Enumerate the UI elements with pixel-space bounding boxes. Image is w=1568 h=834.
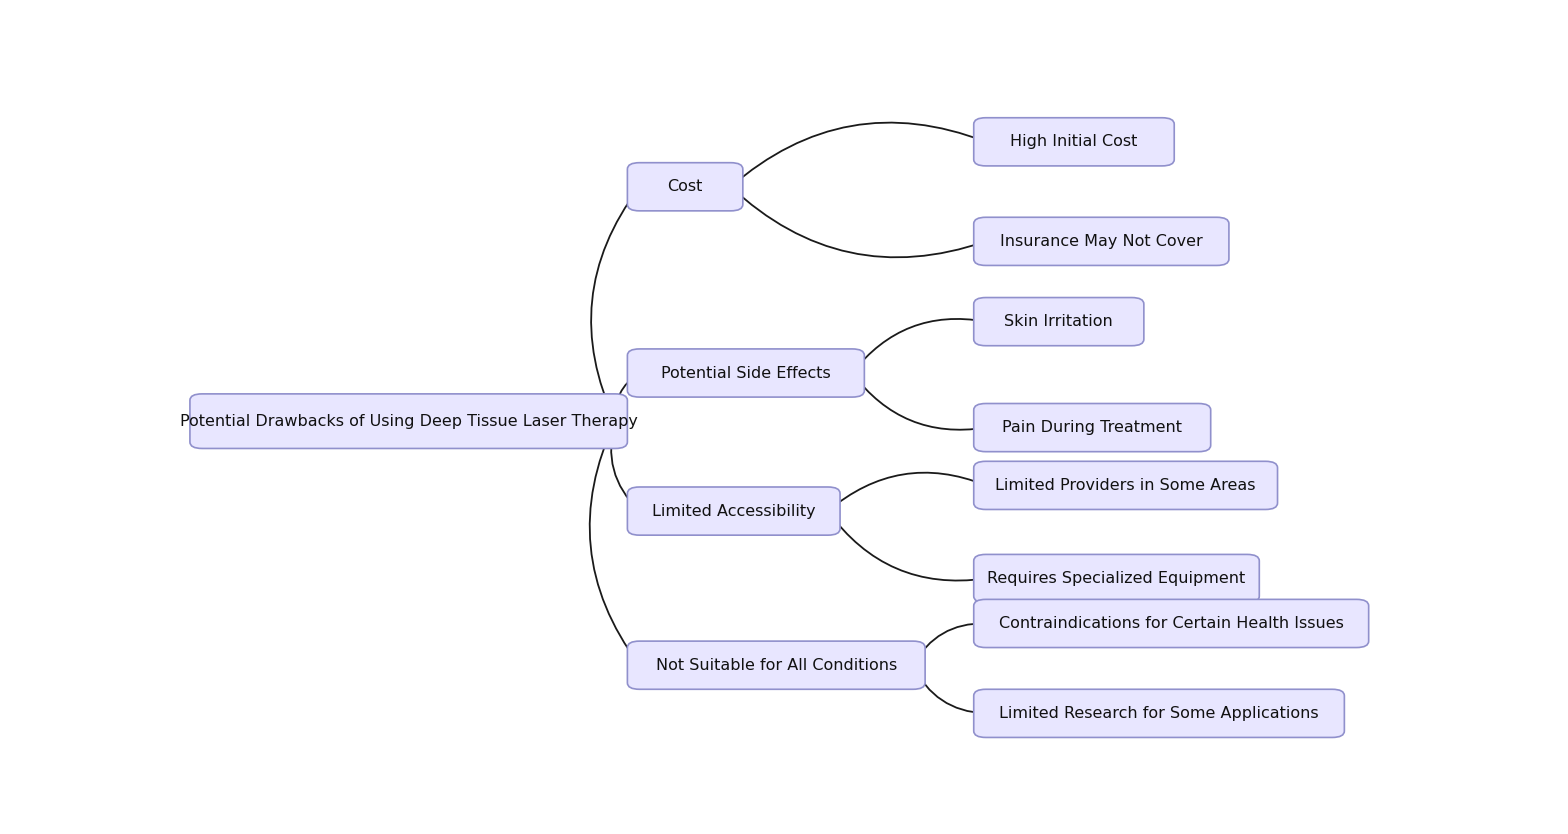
Text: Limited Accessibility: Limited Accessibility — [652, 504, 815, 519]
Text: Not Suitable for All Conditions: Not Suitable for All Conditions — [655, 658, 897, 673]
Text: Limited Providers in Some Areas: Limited Providers in Some Areas — [996, 478, 1256, 493]
Text: High Initial Cost: High Initial Cost — [1010, 134, 1138, 149]
Text: Pain During Treatment: Pain During Treatment — [1002, 420, 1182, 435]
Text: Contraindications for Certain Health Issues: Contraindications for Certain Health Iss… — [999, 616, 1344, 631]
FancyBboxPatch shape — [974, 118, 1174, 166]
Text: Requires Specialized Equipment: Requires Specialized Equipment — [988, 571, 1245, 586]
Text: Limited Research for Some Applications: Limited Research for Some Applications — [999, 706, 1319, 721]
FancyBboxPatch shape — [974, 461, 1278, 510]
FancyBboxPatch shape — [974, 404, 1210, 452]
FancyBboxPatch shape — [627, 641, 925, 689]
FancyBboxPatch shape — [974, 689, 1344, 737]
FancyBboxPatch shape — [627, 487, 840, 535]
Text: Skin Irritation: Skin Irritation — [1005, 314, 1113, 329]
Text: Potential Side Effects: Potential Side Effects — [662, 365, 831, 380]
FancyBboxPatch shape — [974, 600, 1369, 647]
FancyBboxPatch shape — [974, 218, 1229, 265]
FancyBboxPatch shape — [190, 394, 627, 449]
Text: Insurance May Not Cover: Insurance May Not Cover — [1000, 234, 1203, 249]
Text: Potential Drawbacks of Using Deep Tissue Laser Therapy: Potential Drawbacks of Using Deep Tissue… — [180, 414, 638, 429]
FancyBboxPatch shape — [627, 349, 864, 397]
FancyBboxPatch shape — [974, 555, 1259, 603]
FancyBboxPatch shape — [627, 163, 743, 211]
Text: Cost: Cost — [668, 179, 702, 194]
FancyBboxPatch shape — [974, 298, 1143, 346]
